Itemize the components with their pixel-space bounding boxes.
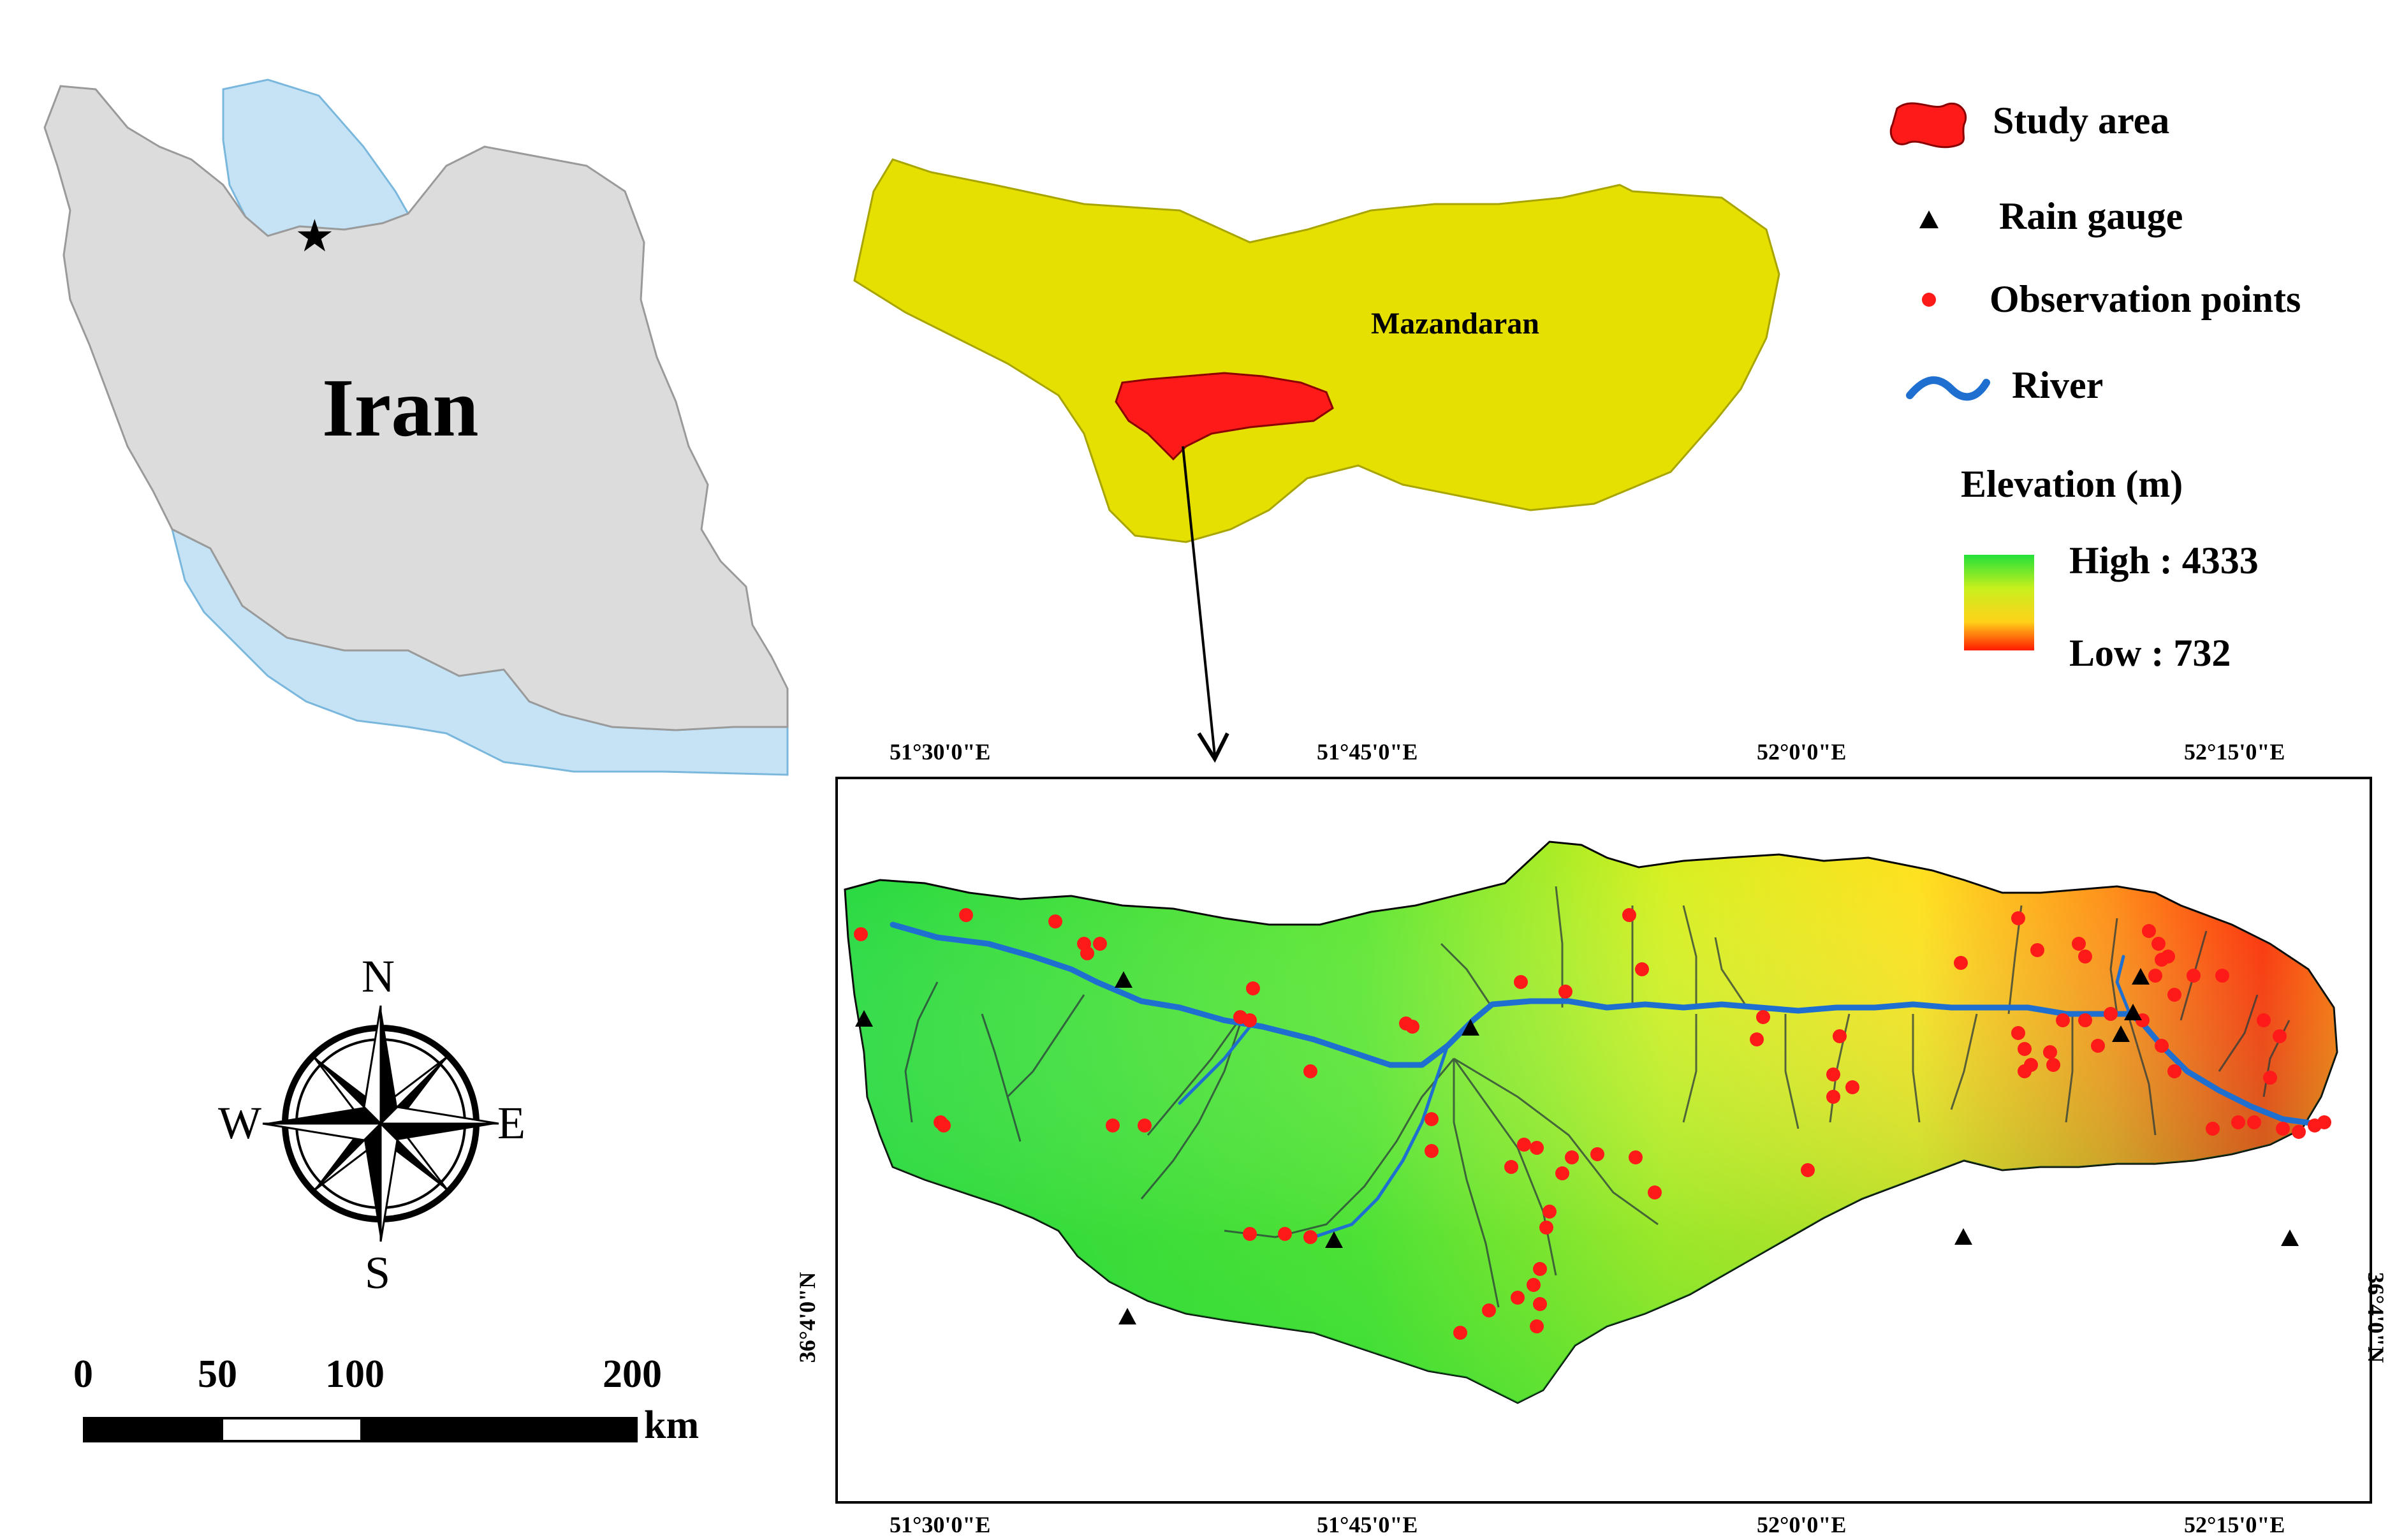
top-tick-3: 52°0'0"E [1757,739,1847,765]
locator-arrow-line [1182,446,1216,756]
persian-gulf [170,527,789,776]
elevation-ramp [1964,555,2034,650]
legend-rain-gauge-label: Rain gauge [1999,195,2183,237]
locator-arrow-head [1197,732,1229,763]
left-tick-lat: 36°4'0"N [795,1272,821,1363]
scale-tick-100: 100 [325,1353,385,1396]
rain-gauge-legend-icon [1919,210,1939,228]
bottom-tick-2: 51°45'0"E [1317,1512,1418,1537]
scale-tick-0: 0 [73,1353,93,1396]
legend-river-label: River [2012,364,2104,406]
top-tick-1: 51°30'0"E [890,739,991,765]
compass-west-label: W [218,1097,261,1148]
study-area-in-province [1115,372,1334,461]
compass-south-label: S [365,1247,391,1298]
right-tick-lat: 36°4'0"N [2363,1272,2389,1363]
elevation-low-label: Low : 732 [2069,632,2231,674]
bottom-tick-4: 52°15'0"E [2184,1512,2285,1537]
bottom-tick-1: 51°30'0"E [890,1512,991,1537]
iran-label: Iran [322,362,479,454]
main-map-frame [835,777,2372,1504]
compass-north-label: N [362,951,395,1002]
study-area-legend-icon [1889,102,1967,149]
compass-icon [262,1005,499,1242]
river-legend-icon [1906,376,1990,401]
observation-point-legend-icon [1922,293,1936,307]
bottom-tick-3: 52°0'0"E [1757,1512,1847,1537]
elevation-title: Elevation (m) [1961,463,2183,505]
top-tick-2: 51°45'0"E [1317,739,1418,765]
top-tick-4: 52°15'0"E [2184,739,2285,765]
scale-unit-label: km [644,1404,700,1447]
scale-bar [83,1417,638,1442]
legend-study-area-label: Study area [1993,99,2170,142]
mazandaran-shape [853,158,1780,543]
star-marker-icon: ★ [295,212,335,261]
mazandaran-label: Mazandaran [1371,307,1539,341]
elevation-high-label: High : 4333 [2069,539,2259,582]
scale-tick-200: 200 [603,1353,662,1396]
compass-east-label: E [497,1097,525,1148]
legend-observation-points-label: Observation points [1990,278,2301,320]
scale-tick-50: 50 [198,1353,237,1396]
